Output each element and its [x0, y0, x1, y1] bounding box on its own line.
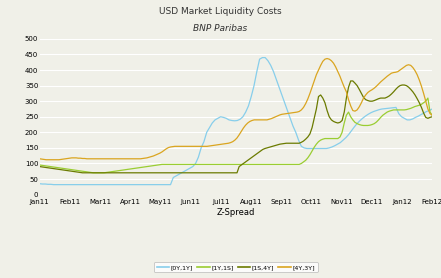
Text: BNP Paribas: BNP Paribas [193, 24, 248, 33]
X-axis label: Z-Spread: Z-Spread [217, 208, 255, 217]
Legend: [0Y,1Y], [1Y,1S], [1S,4Y], [4Y,3Y]: [0Y,1Y], [1Y,1S], [1S,4Y], [4Y,3Y] [154, 262, 318, 272]
Text: USD Market Liquidity Costs: USD Market Liquidity Costs [159, 7, 282, 16]
